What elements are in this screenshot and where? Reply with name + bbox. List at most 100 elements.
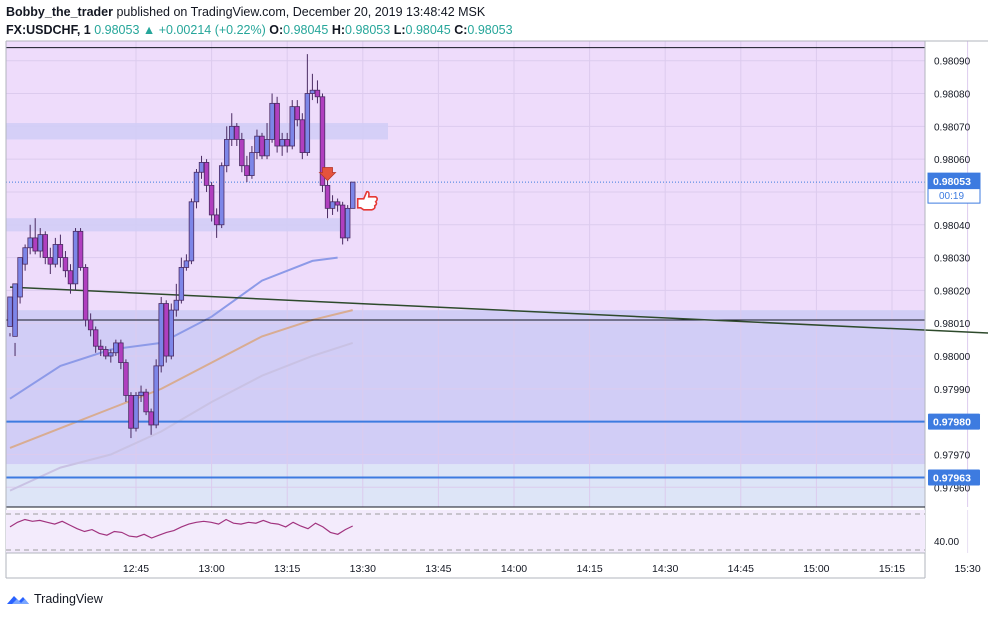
bear-candle <box>244 165 250 176</box>
bear-candle <box>294 106 300 121</box>
bear-candle <box>67 270 74 285</box>
publish-line: Bobby_the_trader published on TradingVie… <box>6 5 485 19</box>
bear-candle <box>319 96 326 186</box>
bear-candle <box>143 391 149 413</box>
bear-candle <box>103 349 109 357</box>
price-tag-label: 0.97963 <box>933 472 971 484</box>
bear-candle <box>62 257 69 272</box>
bear-candle <box>259 135 265 157</box>
price-tick-label: 0.98010 <box>934 319 971 330</box>
low-label: L: <box>393 23 406 37</box>
supply-demand-zone <box>6 123 388 140</box>
bear-candle <box>239 139 245 167</box>
price-tick-label: 0.98030 <box>934 254 971 265</box>
bull-candle <box>72 230 79 285</box>
price-tick-label: 0.98020 <box>934 286 971 297</box>
bull-candle <box>279 139 285 147</box>
thumbs-up-icon <box>356 190 379 211</box>
bull-candle <box>158 303 164 367</box>
time-tick-label: 15:30 <box>954 563 980 575</box>
bull-candle <box>188 201 195 262</box>
bull-candle <box>254 135 260 153</box>
bull-candle <box>168 309 174 357</box>
brand: TradingView <box>6 592 103 606</box>
time-tick-label: 13:45 <box>425 563 451 575</box>
current-price-tag-fill <box>928 173 980 190</box>
time-tick-label: 14:45 <box>728 563 754 575</box>
bear-candle <box>339 204 346 239</box>
tradingview-logo-icon <box>7 596 29 604</box>
bull-candle <box>138 391 144 396</box>
price-tag <box>928 469 980 486</box>
time-tick-label: 13:15 <box>274 563 300 575</box>
change-arrow-icon: ▲ <box>142 23 156 37</box>
bear-candle <box>299 119 306 153</box>
last-price: 0.98053 <box>94 23 140 37</box>
bull-candle <box>229 125 235 140</box>
bull-candle <box>108 352 114 357</box>
bear-candle <box>118 342 124 364</box>
bottom-zone <box>6 464 925 507</box>
time-tick-label: 12:45 <box>123 563 149 575</box>
bull-candle <box>344 207 351 239</box>
bull-candle <box>173 299 180 311</box>
bull-candle <box>17 257 23 298</box>
price-tick-label: 0.98040 <box>934 221 971 232</box>
bear-candle <box>47 257 54 265</box>
symbol-label: FX:USDCHF, 1 <box>6 23 91 37</box>
time-tick-label: 15:00 <box>803 563 829 575</box>
bear-candle <box>163 303 169 357</box>
bull-candle <box>27 237 33 249</box>
open-value: 0.98045 <box>283 23 329 37</box>
bear-candle <box>42 234 48 258</box>
close-value: 0.98053 <box>467 23 513 37</box>
bear-candle <box>92 329 99 347</box>
ohlc-legend: FX:USDCHF, 1 0.98053 ▲ +0.00214 (+0.22%)… <box>6 23 513 37</box>
high-value: 0.98053 <box>345 23 391 37</box>
bear-candle <box>148 411 154 426</box>
author-name[interactable]: Bobby_the_trader <box>6 5 113 19</box>
bear-candle <box>77 230 84 268</box>
price-tick-label: 0.98080 <box>934 90 971 101</box>
bear-candle <box>334 201 341 206</box>
bull-candle <box>37 234 43 252</box>
moving-average-line <box>9 341 354 492</box>
price-tick-label: 0.97970 <box>934 450 971 461</box>
rsi-tick-label: 40.00 <box>934 537 959 548</box>
bull-candle <box>7 296 13 327</box>
bear-candle <box>98 345 104 350</box>
time-tick-label: 14:30 <box>652 563 678 575</box>
bear-candle <box>213 214 220 226</box>
price-tick-label: 0.98070 <box>934 122 971 133</box>
bear-candle <box>82 267 89 321</box>
bull-candle <box>178 267 185 301</box>
bear-candle <box>314 89 321 98</box>
open-label: O: <box>269 23 284 37</box>
bull-candle <box>52 244 59 265</box>
bull-candle <box>289 106 295 147</box>
time-tick-label: 13:00 <box>198 563 224 575</box>
bull-candle <box>218 165 225 226</box>
price-tick-label: 0.97960 <box>934 483 971 494</box>
time-tick-label: 14:00 <box>501 563 527 575</box>
brand-name[interactable]: TradingView <box>34 592 103 606</box>
countdown-label: 00:19 <box>939 191 964 202</box>
bull-candle <box>133 395 139 429</box>
bull-candle <box>22 247 28 265</box>
price-tick-label: 0.98060 <box>934 155 971 166</box>
price-tick-label: 0.98090 <box>934 57 971 68</box>
rsi-line <box>9 518 353 539</box>
bull-candle <box>309 89 316 94</box>
bear-candle <box>57 244 64 258</box>
bear-candle <box>32 237 38 252</box>
bear-candle <box>324 184 331 209</box>
bull-candle <box>264 139 270 157</box>
trend-line <box>9 286 988 334</box>
moving-average-line <box>9 309 353 449</box>
bear-candle <box>284 139 290 147</box>
bear-candle <box>123 362 129 396</box>
moving-average-line <box>9 256 338 400</box>
bear-candle <box>87 319 94 331</box>
bear-candle <box>274 102 280 147</box>
